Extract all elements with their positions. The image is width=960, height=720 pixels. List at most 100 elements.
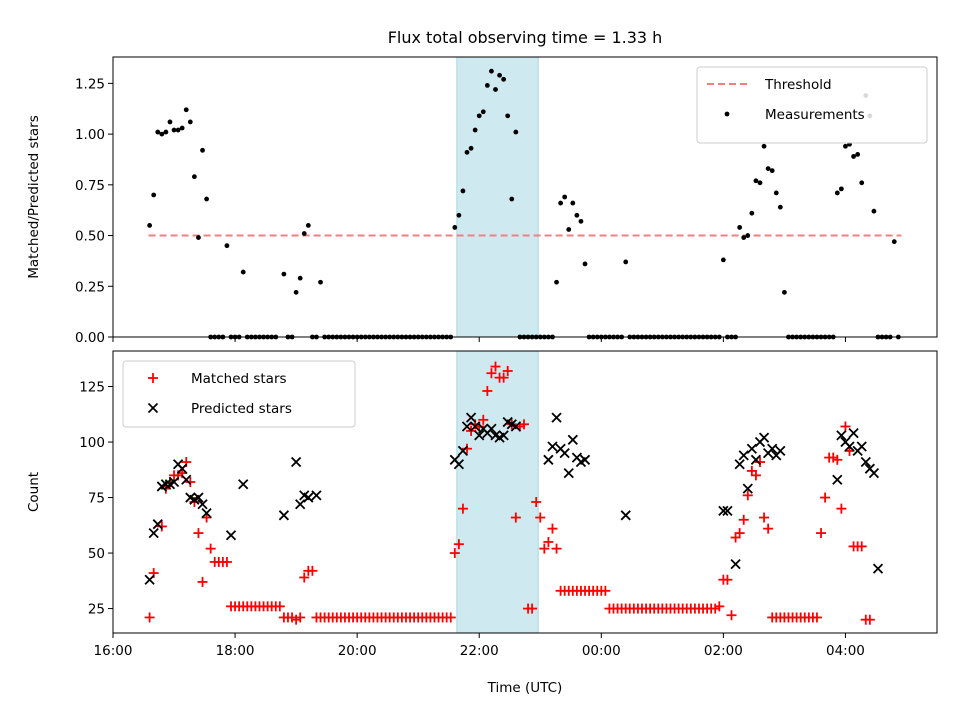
data-point [769, 168, 775, 174]
data-point [563, 467, 574, 479]
data-point [201, 507, 212, 519]
data-point [181, 474, 192, 485]
data-point [767, 443, 778, 454]
flux-ratio-y-axis-label: Matched/Predicted stars [26, 115, 42, 278]
data-point [144, 574, 155, 585]
y-tick-label: 1.25 [75, 76, 105, 92]
data-point [193, 492, 204, 503]
data-point [474, 430, 485, 441]
data-point [297, 275, 303, 281]
data-point [840, 421, 851, 432]
data-point [567, 434, 578, 445]
data-point [457, 503, 468, 514]
legend-marker-swatch [724, 111, 730, 117]
data-point [225, 530, 237, 541]
data-point [278, 510, 290, 521]
star-count-axes-frame [112, 350, 938, 634]
legend-entry: Matched stars [148, 371, 287, 387]
data-point [193, 528, 204, 539]
star-count-x-ticks: 16:00 18:00 20:00 22:00 00:00 02:00 04:00 [94, 633, 865, 659]
data-point [462, 443, 473, 454]
data-point [318, 279, 323, 285]
y-tick-label: 125 [79, 380, 105, 396]
data-point [196, 235, 201, 240]
data-point [737, 225, 743, 230]
data-point [200, 147, 205, 153]
legend-entry: Predicted stars [147, 401, 292, 417]
x-tick-label: 02:00 [704, 643, 743, 659]
data-point [738, 450, 749, 461]
data-point [836, 503, 847, 514]
data-point [871, 208, 877, 214]
data-point [177, 463, 188, 474]
data-point [465, 412, 477, 423]
data-point [860, 456, 871, 468]
data-point [600, 585, 611, 596]
y-tick-label: 0.25 [75, 279, 105, 295]
data-point [301, 231, 307, 236]
data-point [493, 87, 498, 92]
data-point [843, 143, 848, 149]
data-point [738, 514, 749, 525]
data-point [832, 474, 843, 485]
data-point [160, 479, 172, 490]
x-tick-label: 04:00 [826, 643, 865, 659]
data-point [718, 505, 729, 517]
data-point [832, 454, 843, 465]
data-point [726, 610, 737, 621]
data-point [742, 490, 753, 501]
data-point [775, 445, 786, 457]
data-point [464, 149, 470, 155]
data-point [453, 539, 464, 550]
data-point [175, 127, 181, 133]
data-point [742, 483, 753, 494]
data-point [470, 421, 481, 432]
data-point [240, 269, 246, 275]
legend-box [696, 66, 928, 144]
data-point [498, 430, 509, 441]
legend-marker-swatch [147, 402, 159, 414]
data-point [777, 204, 783, 210]
x-tick-label: 16:00 [94, 643, 133, 659]
data-point [151, 192, 157, 198]
data-point [502, 365, 513, 376]
y-tick-label: 25 [88, 602, 105, 618]
data-point [872, 563, 884, 574]
highlight-span-bottom [456, 350, 539, 634]
data-point [156, 521, 167, 532]
data-point [484, 83, 490, 88]
data-point [535, 512, 546, 523]
data-point [868, 467, 880, 479]
star-count-y-ticks: 25 50 75 100 125 [79, 380, 113, 618]
flux-ratio-panel: 0.00 0.25 0.50 0.75 1.00 1.25 Flux total obse… [26, 28, 938, 346]
data-point [510, 512, 521, 523]
data-point [152, 519, 163, 530]
y-tick-label: 0.50 [75, 229, 105, 245]
data-point [205, 543, 216, 554]
data-point [179, 125, 185, 131]
data-point [486, 368, 497, 379]
data-point [509, 196, 515, 202]
data-point [472, 127, 478, 133]
data-point [311, 490, 322, 501]
data-point [579, 454, 591, 465]
data-point [559, 448, 570, 459]
data-point [527, 603, 538, 614]
data-point [167, 119, 173, 125]
data-point [811, 612, 822, 623]
data-point [753, 178, 759, 184]
data-point [221, 556, 232, 567]
data-point [163, 129, 169, 135]
series-matched-stars [144, 361, 875, 625]
legend-label: Predicted stars [191, 401, 292, 417]
data-point [238, 479, 249, 490]
data-point [856, 541, 867, 552]
y-tick-label: 0.00 [75, 330, 105, 346]
data-point [763, 523, 774, 534]
data-point [730, 559, 741, 570]
data-point [836, 430, 847, 441]
data-point [746, 443, 757, 454]
data-point [566, 227, 572, 232]
data-point [295, 499, 306, 510]
data-point [307, 565, 318, 576]
